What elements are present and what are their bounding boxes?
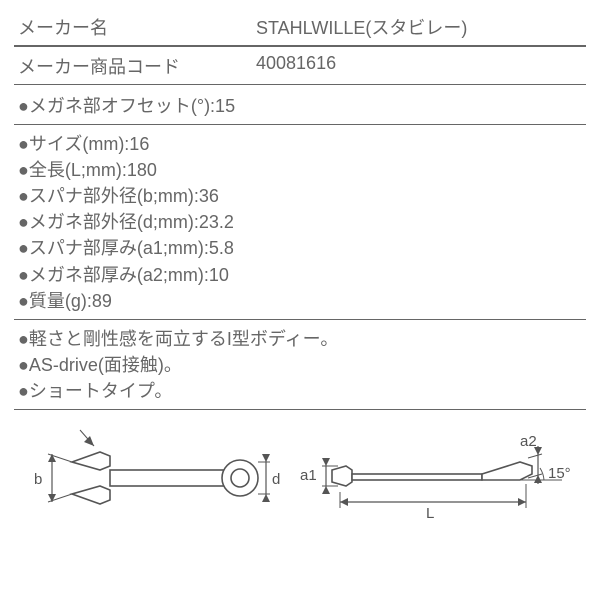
- label-angle: 15°: [548, 465, 571, 482]
- feature-asdrive: ●AS-drive(面接触)。: [18, 352, 582, 378]
- maker-value: STAHLWILLE(スタビレー): [256, 14, 582, 40]
- spec-section-offset: ●メガネ部オフセット(°):15: [14, 85, 586, 125]
- label-d: d: [272, 471, 280, 488]
- label-a2: a2: [520, 433, 537, 450]
- header-row-code: メーカー商品コード 40081616: [14, 47, 586, 85]
- spec-offset: ●メガネ部オフセット(°):15: [18, 93, 582, 119]
- code-value: 40081616: [256, 53, 582, 79]
- feature-short: ●ショートタイプ。: [18, 378, 582, 404]
- spec-length: ●全長(L;mm):180: [18, 157, 582, 183]
- header-row-maker: メーカー名 STAHLWILLE(スタビレー): [14, 8, 586, 47]
- spec-mass: ●質量(g):89: [18, 288, 582, 314]
- wrench-svg: b d: [22, 422, 582, 532]
- feature-body: ●軽さと剛性感を両立するI型ボディー。: [18, 326, 582, 352]
- spec-size: ●サイズ(mm):16: [18, 131, 582, 157]
- label-L: L: [426, 505, 434, 522]
- spec-ring-thick: ●メガネ部厚み(a2;mm):10: [18, 262, 582, 288]
- feature-section: ●軽さと剛性感を両立するI型ボディー。 ●AS-drive(面接触)。 ●ショー…: [14, 320, 586, 410]
- spec-spanner-dia: ●スパナ部外径(b;mm):36: [18, 183, 582, 209]
- label-a1: a1: [300, 467, 317, 484]
- spec-spanner-thick: ●スパナ部厚み(a1;mm):5.8: [18, 235, 582, 261]
- spec-ring-dia: ●メガネ部外径(d;mm):23.2: [18, 209, 582, 235]
- code-label: メーカー商品コード: [18, 53, 256, 79]
- wrench-diagram: b d: [14, 410, 586, 536]
- maker-label: メーカー名: [18, 14, 256, 40]
- label-b: b: [34, 471, 42, 488]
- spec-section-dimensions: ●サイズ(mm):16 ●全長(L;mm):180 ●スパナ部外径(b;mm):…: [14, 125, 586, 320]
